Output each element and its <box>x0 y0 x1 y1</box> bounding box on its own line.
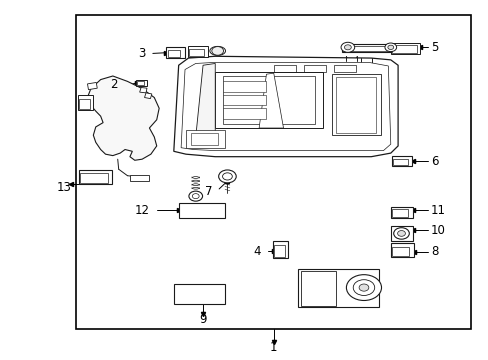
Bar <box>304 65 325 72</box>
Bar <box>391 210 407 217</box>
Bar <box>390 43 419 54</box>
Text: 2: 2 <box>110 78 118 91</box>
Text: 11: 11 <box>430 204 445 217</box>
Bar <box>187 46 208 57</box>
Bar <box>222 81 266 92</box>
Bar <box>76 15 470 329</box>
Circle shape <box>387 45 393 49</box>
Circle shape <box>222 173 232 180</box>
Bar <box>274 244 285 257</box>
Polygon shape <box>144 93 152 99</box>
Text: 6: 6 <box>430 155 437 168</box>
Text: 10: 10 <box>430 224 445 237</box>
Bar <box>173 284 224 304</box>
Circle shape <box>358 284 368 291</box>
Text: 5: 5 <box>430 41 437 54</box>
Bar <box>79 99 90 109</box>
Bar <box>391 247 408 256</box>
Text: 12: 12 <box>135 204 150 217</box>
Bar <box>391 45 416 53</box>
Bar <box>390 243 413 257</box>
Circle shape <box>344 45 350 50</box>
Bar <box>298 269 378 307</box>
Polygon shape <box>173 56 397 157</box>
Bar <box>190 134 217 145</box>
Bar <box>222 95 266 105</box>
Bar <box>222 76 315 125</box>
Circle shape <box>397 230 405 236</box>
Bar <box>80 173 108 183</box>
Circle shape <box>340 42 354 52</box>
Text: 3: 3 <box>138 47 146 60</box>
Bar <box>130 175 149 181</box>
Bar <box>335 77 375 133</box>
Polygon shape <box>195 63 215 139</box>
Text: 7: 7 <box>204 185 212 198</box>
Text: 4: 4 <box>253 244 261 257</box>
Bar <box>215 72 322 128</box>
Polygon shape <box>181 62 390 150</box>
Bar <box>185 130 224 148</box>
Polygon shape <box>259 73 283 128</box>
Bar <box>390 207 412 218</box>
Circle shape <box>346 275 381 301</box>
Bar <box>391 156 411 166</box>
Circle shape <box>384 43 396 51</box>
Bar <box>333 65 355 72</box>
Bar <box>343 45 395 50</box>
Bar <box>300 271 335 306</box>
Bar <box>392 159 407 165</box>
Bar <box>189 49 203 56</box>
Bar <box>390 226 412 241</box>
Bar <box>178 203 224 218</box>
Circle shape <box>211 46 223 55</box>
Bar <box>167 50 180 57</box>
Bar <box>137 81 144 85</box>
Bar <box>341 44 397 51</box>
Bar <box>222 108 266 119</box>
Circle shape <box>218 170 236 183</box>
Bar <box>273 65 295 72</box>
Text: 8: 8 <box>430 245 437 258</box>
Text: 13: 13 <box>57 181 71 194</box>
Bar <box>331 74 380 135</box>
Circle shape <box>188 191 202 201</box>
Circle shape <box>352 280 374 296</box>
Bar <box>79 170 112 184</box>
Text: 9: 9 <box>199 312 206 326</box>
Polygon shape <box>87 82 97 90</box>
Bar <box>78 95 93 110</box>
Bar <box>166 47 184 58</box>
Circle shape <box>393 228 408 239</box>
Bar <box>272 241 288 258</box>
Polygon shape <box>140 87 147 93</box>
Text: 1: 1 <box>269 341 277 354</box>
Bar <box>136 80 147 86</box>
Circle shape <box>192 194 199 199</box>
Polygon shape <box>86 76 159 160</box>
